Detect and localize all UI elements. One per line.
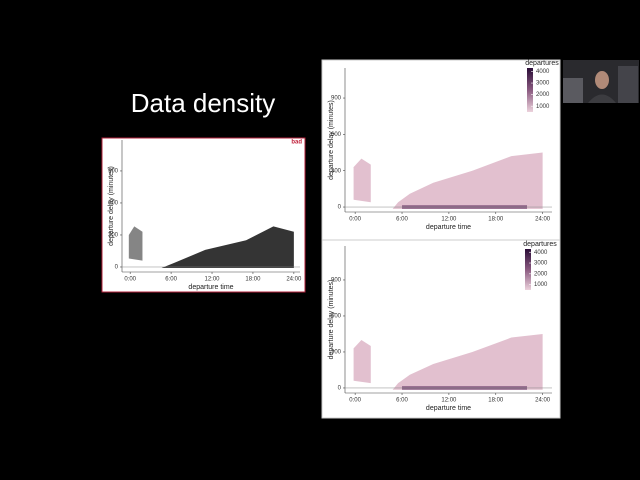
y-tick-label: 600 <box>331 314 342 320</box>
x-tick-label: 0:00 <box>124 277 136 283</box>
x-tick-label: 24:00 <box>535 217 551 223</box>
webcam <box>563 60 639 103</box>
x-axis-label: departure time <box>188 284 233 291</box>
y-tick-label: 900 <box>331 278 342 284</box>
hex-density-early <box>353 339 371 384</box>
slide-title: Data density <box>131 88 276 118</box>
x-tick-label: 6:00 <box>396 217 408 223</box>
chart-panel <box>101 137 306 293</box>
x-axis-label: departure time <box>426 224 471 231</box>
colorbar-label: 3000 <box>536 81 550 87</box>
colorbar-label: 2000 <box>536 92 550 98</box>
x-tick-label: 18:00 <box>488 217 504 223</box>
x-tick-label: 6:00 <box>396 398 408 404</box>
x-tick-label: 12:00 <box>205 277 221 283</box>
y-tick-label: 0 <box>338 386 342 392</box>
x-tick-label: 18:00 <box>488 398 504 404</box>
hex-density-early <box>353 158 371 203</box>
legend-title: departures <box>525 60 559 67</box>
y-axis-label: departure delay (minutes) <box>328 280 335 360</box>
x-tick-label: 24:00 <box>286 277 302 283</box>
x-tick-label: 0:00 <box>349 217 361 223</box>
colorbar-label: 1000 <box>536 104 550 110</box>
y-axis-label: departure delay (minutes) <box>328 100 335 180</box>
hex-density <box>392 333 543 390</box>
y-axis-label: departure delay (minutes) <box>108 166 115 246</box>
x-axis-label: departure time <box>426 405 471 412</box>
chart-panel <box>321 239 561 419</box>
x-tick-label: 12:00 <box>441 217 457 223</box>
chart-panel <box>321 59 561 241</box>
x-tick-label: 24:00 <box>535 398 551 404</box>
badge: bad <box>291 140 302 146</box>
y-tick-label: 300 <box>331 350 342 356</box>
y-tick-label: 900 <box>108 169 119 175</box>
x-tick-label: 12:00 <box>441 398 457 404</box>
legend-title: departures <box>523 241 557 248</box>
colorbar-label: 2000 <box>534 271 548 277</box>
x-tick-label: 6:00 <box>165 277 177 283</box>
colorbar-label: 4000 <box>536 69 550 75</box>
colorbar <box>525 249 531 290</box>
colorbar <box>527 68 533 112</box>
hex-density <box>392 152 543 209</box>
colorbar-label: 1000 <box>534 282 548 288</box>
y-tick-label: 600 <box>108 201 119 207</box>
x-tick-label: 0:00 <box>349 398 361 404</box>
y-tick-label: 0 <box>338 205 342 211</box>
colorbar-label: 4000 <box>534 250 548 256</box>
point-cloud <box>161 226 294 269</box>
y-tick-label: 0 <box>115 265 119 271</box>
point-cloud-early <box>128 226 143 261</box>
y-tick-label: 300 <box>331 168 342 174</box>
y-tick-label: 900 <box>331 96 342 102</box>
colorbar-label: 3000 <box>534 261 548 267</box>
y-tick-label: 600 <box>331 132 342 138</box>
y-tick-label: 300 <box>108 233 119 239</box>
x-tick-label: 18:00 <box>245 277 261 283</box>
